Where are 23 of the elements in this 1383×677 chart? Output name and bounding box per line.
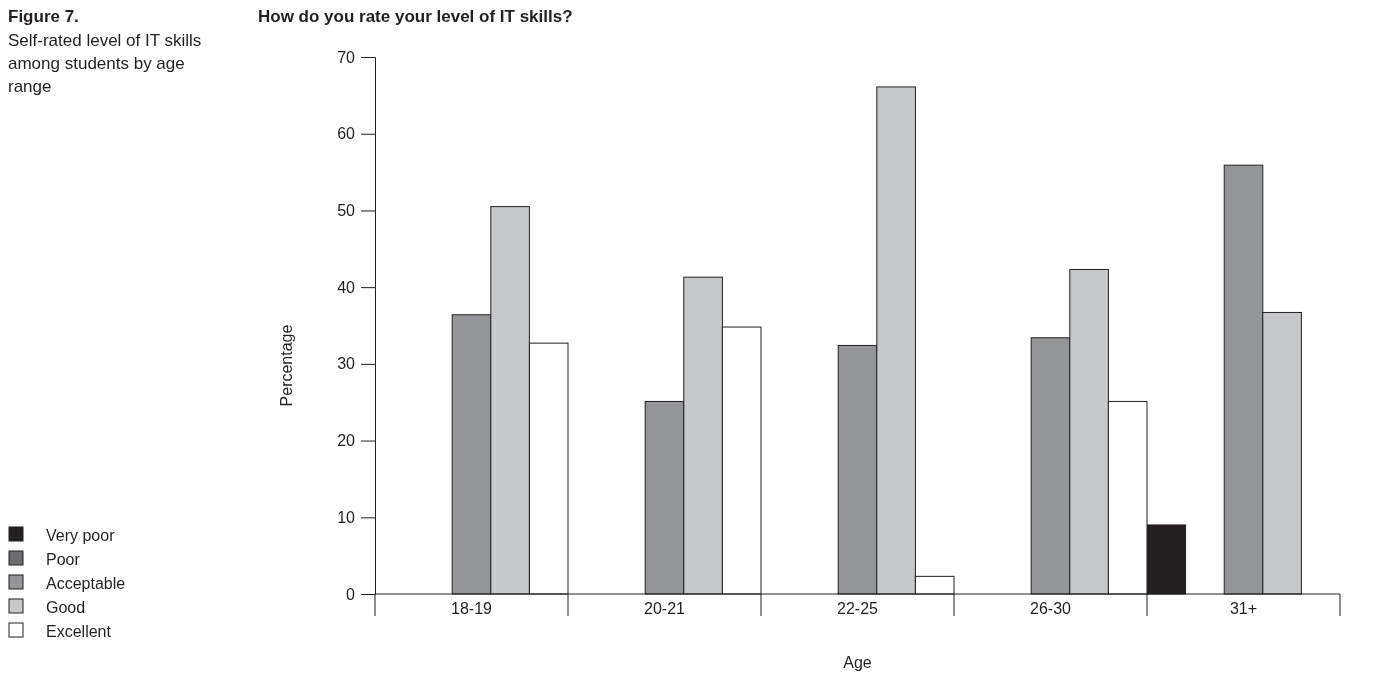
y-axis-title: Percentage xyxy=(278,324,295,407)
legend-label: Excellent xyxy=(46,623,112,640)
y-tick-label: 70 xyxy=(337,48,356,66)
x-axis-title: Age xyxy=(843,654,872,671)
legend-label: Very poor xyxy=(46,527,116,544)
y-tick-label: 20 xyxy=(337,432,356,450)
x-tick-label: 26-30 xyxy=(1030,600,1072,617)
y-tick-label: 10 xyxy=(337,508,356,526)
chart-title: How do you rate your level of IT skills? xyxy=(258,7,573,26)
x-tick-label: 18-19 xyxy=(451,600,493,617)
y-tick-label: 50 xyxy=(337,202,356,220)
y-tick-label: 60 xyxy=(337,125,356,143)
x-tick-label: 31+ xyxy=(1229,600,1258,617)
caption: Figure 7. xyxy=(8,7,79,26)
y-tick-label: 30 xyxy=(337,355,356,373)
x-tick-label: 22-25 xyxy=(837,600,879,617)
legend-label: Good xyxy=(46,599,86,616)
text: Self-rated level of IT skills among students by age range xyxy=(8,31,202,96)
legend-label: Acceptable xyxy=(46,575,126,592)
legend-label: Poor xyxy=(46,551,81,568)
x-tick-label: 20-21 xyxy=(644,600,686,617)
y-tick-label: 0 xyxy=(346,585,356,603)
y-tick-label: 40 xyxy=(337,278,356,296)
